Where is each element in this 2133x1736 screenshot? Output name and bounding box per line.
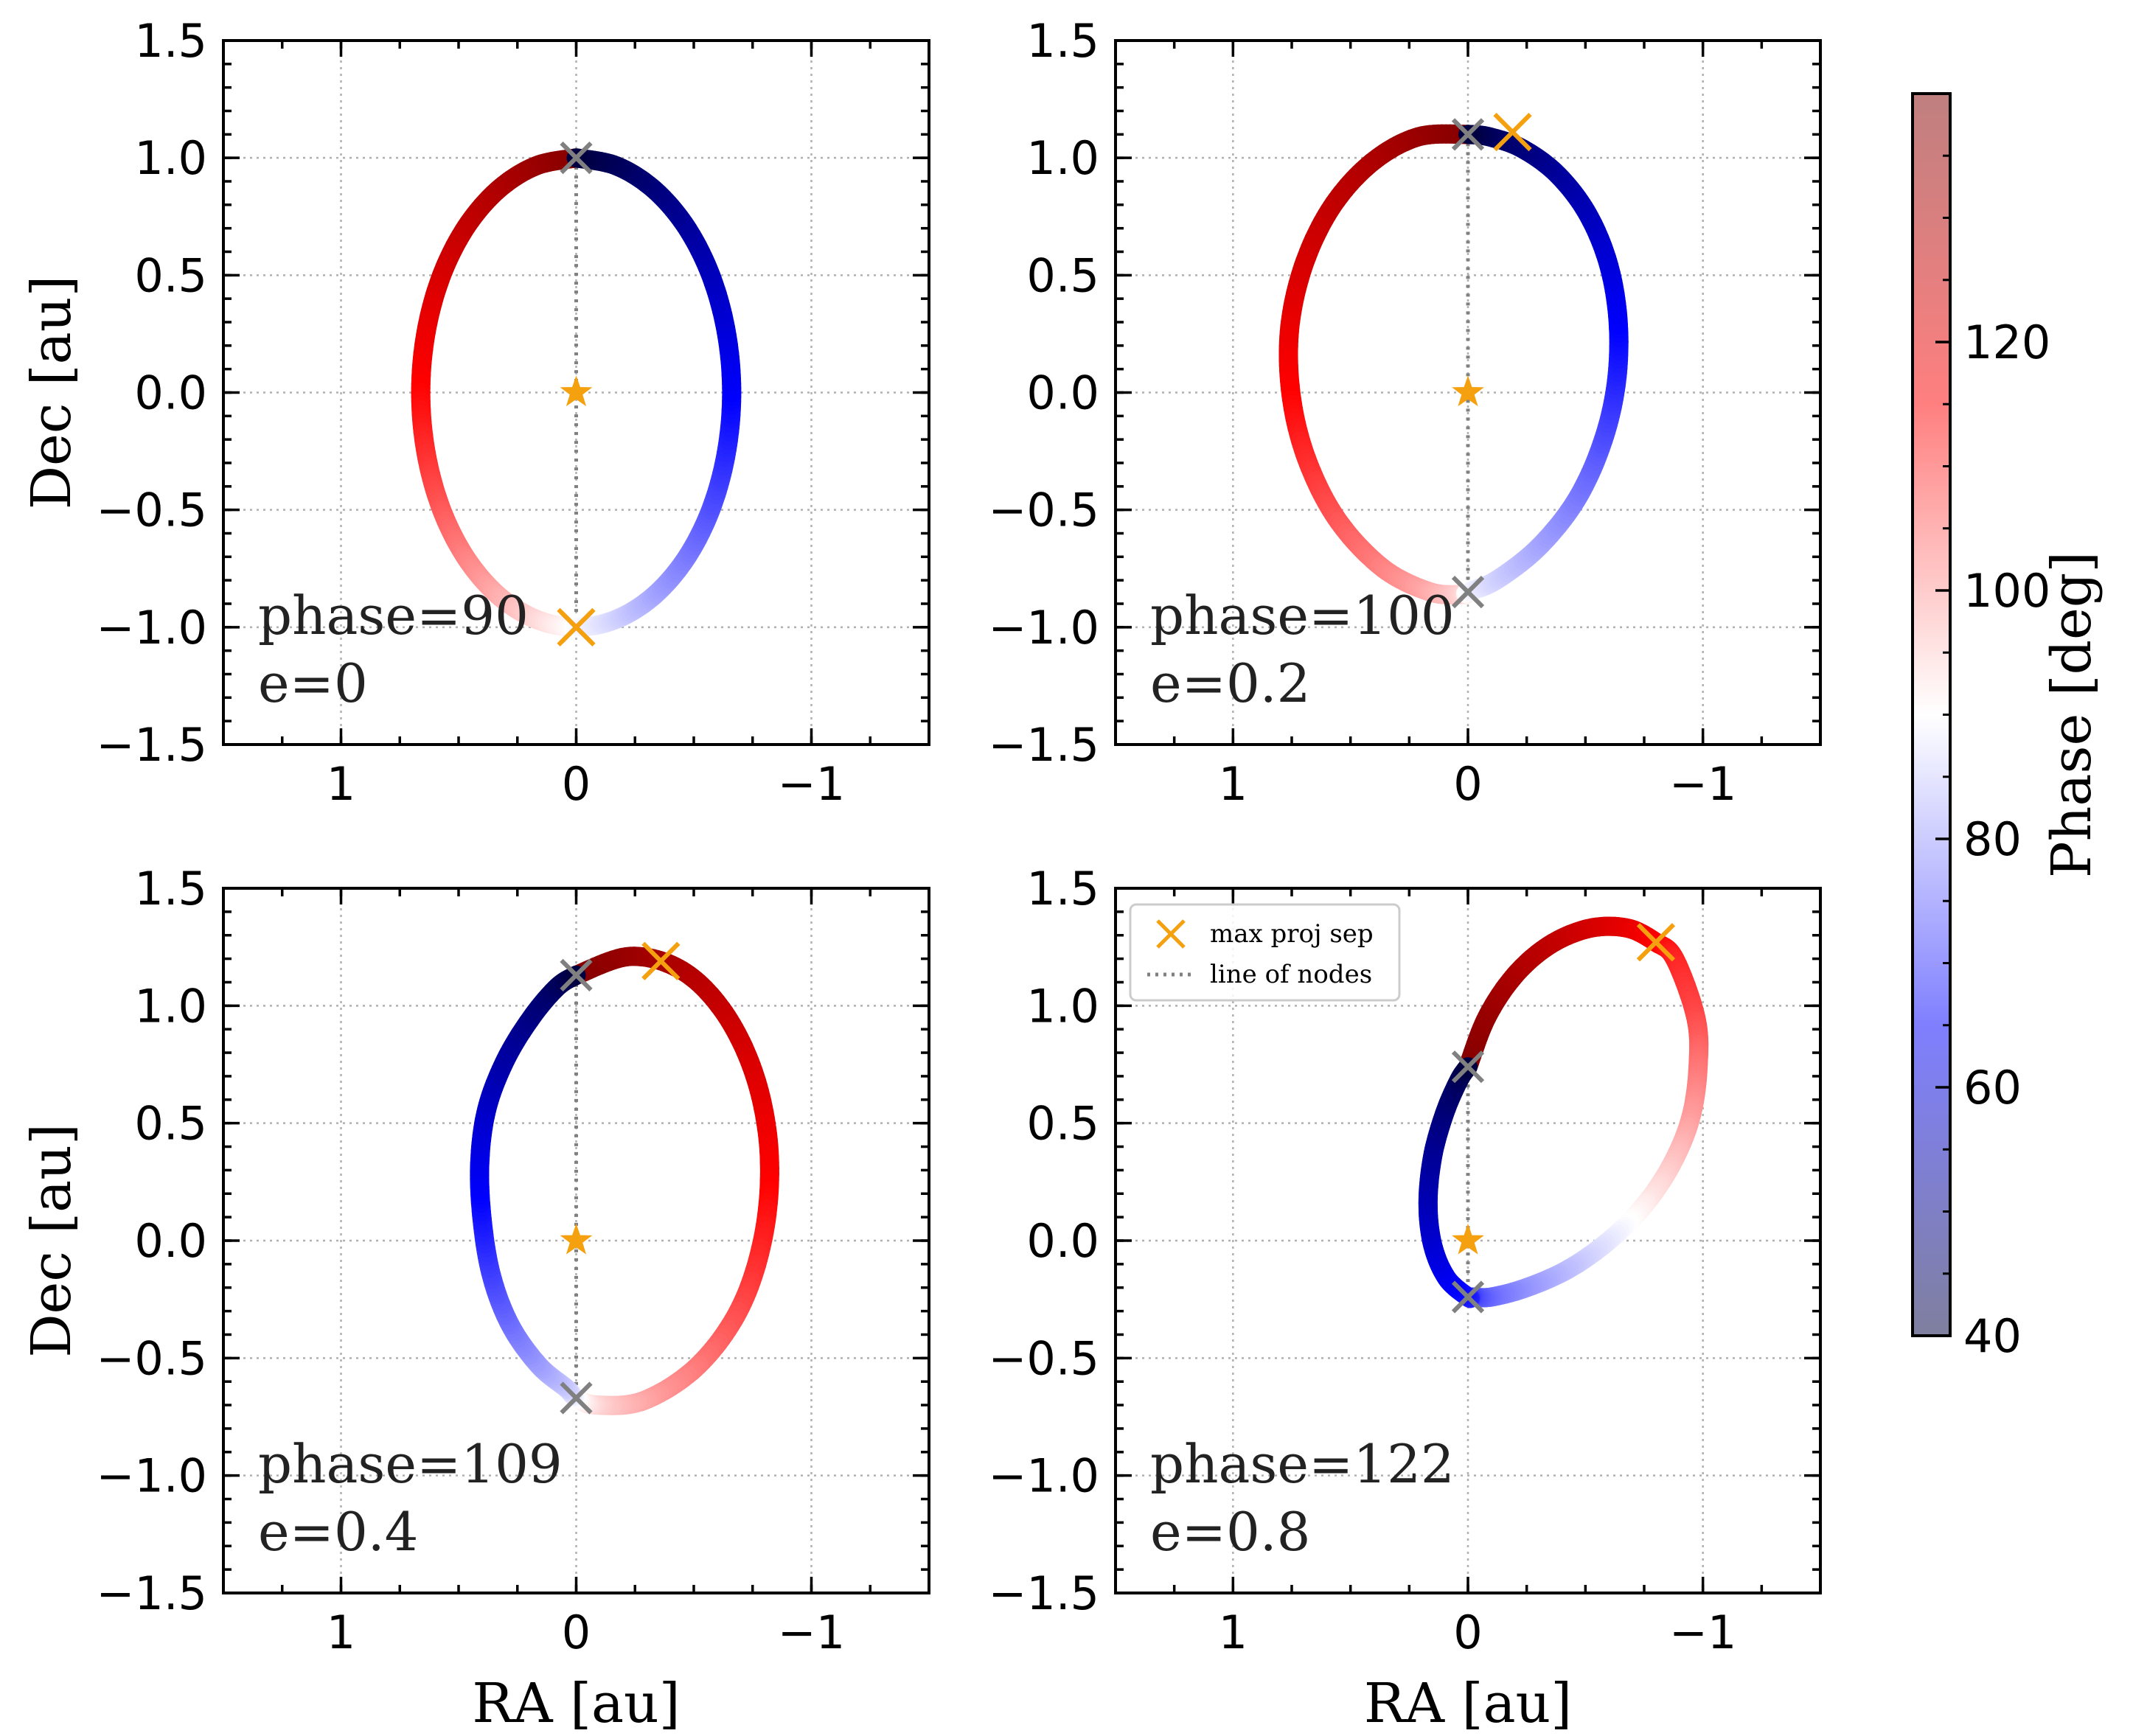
legend: max proj sep line of nodes — [1129, 903, 1401, 1002]
descending-node-marker — [560, 1381, 593, 1415]
orbit-track — [470, 947, 779, 1415]
y-tick-label: −0.5 — [96, 484, 207, 537]
eccentricity-annotation: e=0 — [258, 652, 368, 714]
x-tick-label: −1 — [778, 1606, 845, 1659]
ticks — [222, 887, 930, 1594]
ticks — [1114, 887, 1822, 1594]
x-tick-label: 1 — [327, 1606, 355, 1659]
ascending-node-marker — [1451, 1050, 1485, 1084]
y-tick-label: 0.0 — [1026, 1214, 1099, 1268]
x-tick-label: −1 — [1669, 1606, 1736, 1659]
y-tick-label: −0.5 — [988, 1331, 1099, 1385]
y-tick-label: −1.0 — [96, 601, 207, 655]
descending-node-marker — [1451, 575, 1485, 609]
panel-top-left: 1 0 −1 −1.5 −1.0 −0.5 0.0 0.5 1.0 1.5 Dec [au] phas… — [20, 14, 930, 811]
x-tick-label: 1 — [327, 757, 355, 811]
x-tick-label: 0 — [562, 757, 591, 811]
y-tick-label: 0.0 — [1026, 366, 1099, 420]
phase-annotation: phase=90 — [258, 585, 529, 646]
legend-label: line of nodes — [1210, 960, 1372, 989]
ascending-node-marker — [1451, 118, 1485, 151]
eccentricity-annotation: e=0.4 — [258, 1501, 418, 1563]
y-tick-label: 1.5 — [134, 14, 207, 68]
eccentricity-annotation: e=0.8 — [1150, 1501, 1310, 1563]
x-tick-label: 0 — [562, 1606, 591, 1659]
x-axis-label: RA [au] — [1364, 1672, 1572, 1735]
y-tick-label: 0.5 — [134, 248, 207, 302]
y-tick-label: 0.5 — [134, 1097, 207, 1151]
x-axis-label: RA [au] — [472, 1672, 680, 1735]
y-tick-label: 1.0 — [134, 131, 207, 185]
legend-box — [1129, 903, 1401, 1002]
y-tick-label: 1.0 — [134, 979, 207, 1033]
panel-bottom-right: 1 0 −1 −1.5 −1.0 −0.5 0.0 0.5 1.0 1.5 RA [au] phase… — [988, 862, 1822, 1735]
y-tick-label: 0.0 — [134, 366, 207, 420]
y-tick-label: 1.5 — [134, 862, 207, 916]
star-marker — [1452, 1223, 1484, 1255]
y-tick-label: 0.5 — [1026, 1097, 1099, 1151]
x-tick-label: 1 — [1219, 757, 1248, 811]
y-tick-label: −1.5 — [96, 718, 207, 772]
max-proj-sep-marker — [1493, 113, 1532, 152]
legend-marker-max-proj-sep — [1156, 919, 1186, 949]
phase-colorbar: 40 60 80 100 120 Phase [deg] — [1911, 92, 2104, 1363]
max-proj-sep-marker — [1636, 923, 1676, 962]
y-tick-label: −1.0 — [988, 601, 1099, 655]
x-tick-label: 0 — [1453, 1606, 1482, 1659]
y-tick-label: −0.5 — [988, 484, 1099, 537]
eccentricity-annotation: e=0.2 — [1150, 652, 1310, 714]
y-tick-label: −1.5 — [988, 1566, 1099, 1620]
y-tick-label: −1.0 — [96, 1449, 207, 1503]
y-tick-label: 0.0 — [134, 1214, 207, 1268]
phase-annotation: phase=122 — [1150, 1433, 1455, 1495]
ascending-node-marker — [560, 958, 593, 992]
panel-bottom-left: 1 0 −1 −1.5 −1.0 −0.5 0.0 0.5 1.0 1.5 RA [au] Dec [… — [20, 862, 930, 1735]
ticks — [1114, 39, 1822, 746]
y-tick-label: 0.5 — [1026, 248, 1099, 302]
y-tick-label: 1.0 — [1026, 979, 1099, 1033]
y-tick-label: 1.5 — [1026, 14, 1099, 68]
colorbar-tick-label: 40 — [1963, 1309, 2022, 1363]
star-marker — [560, 1223, 593, 1255]
x-tick-label: −1 — [1669, 757, 1736, 811]
x-tick-label: 1 — [1219, 1606, 1248, 1659]
max-proj-sep-marker — [557, 607, 596, 646]
x-tick-label: 0 — [1453, 757, 1482, 811]
y-tick-label: −0.5 — [96, 1331, 207, 1385]
y-axis-label: Dec [au] — [20, 276, 83, 510]
max-proj-sep-marker — [641, 941, 681, 980]
orbit-panels: 1 0 −1 −1.5 −1.0 −0.5 0.0 0.5 1.0 1.5 Dec [au] phas… — [20, 14, 1822, 1735]
legend-label: max proj sep — [1210, 919, 1374, 949]
x-tick-label: −1 — [778, 757, 845, 811]
y-tick-label: −1.0 — [988, 1449, 1099, 1503]
phase-annotation: phase=100 — [1150, 585, 1455, 646]
y-tick-label: 1.5 — [1026, 862, 1099, 916]
colorbar-tick-label: 80 — [1963, 812, 2022, 866]
panel-top-right: 1 0 −1 −1.5 −1.0 −0.5 0.0 0.5 1.0 1.5 phase=100e=0… — [988, 14, 1822, 811]
colorbar-label: Phase [deg] — [2040, 551, 2104, 878]
orbit-track — [1278, 124, 1629, 604]
y-tick-label: −1.5 — [988, 718, 1099, 772]
y-axis-label: Dec [au] — [20, 1123, 83, 1358]
colorbar-tick-label: 100 — [1963, 564, 2050, 618]
ticks — [222, 39, 930, 746]
star-marker — [560, 375, 593, 407]
star-marker — [1452, 375, 1484, 407]
descending-node-marker — [1451, 1280, 1485, 1314]
colorbar-tick-label: 60 — [1963, 1061, 2022, 1115]
orbit-track — [411, 148, 742, 637]
phase-annotation: phase=109 — [258, 1433, 563, 1495]
colorbar-tick-label: 120 — [1963, 316, 2050, 369]
ascending-node-marker — [560, 142, 593, 175]
y-tick-label: 1.0 — [1026, 131, 1099, 185]
y-tick-label: −1.5 — [96, 1566, 207, 1620]
